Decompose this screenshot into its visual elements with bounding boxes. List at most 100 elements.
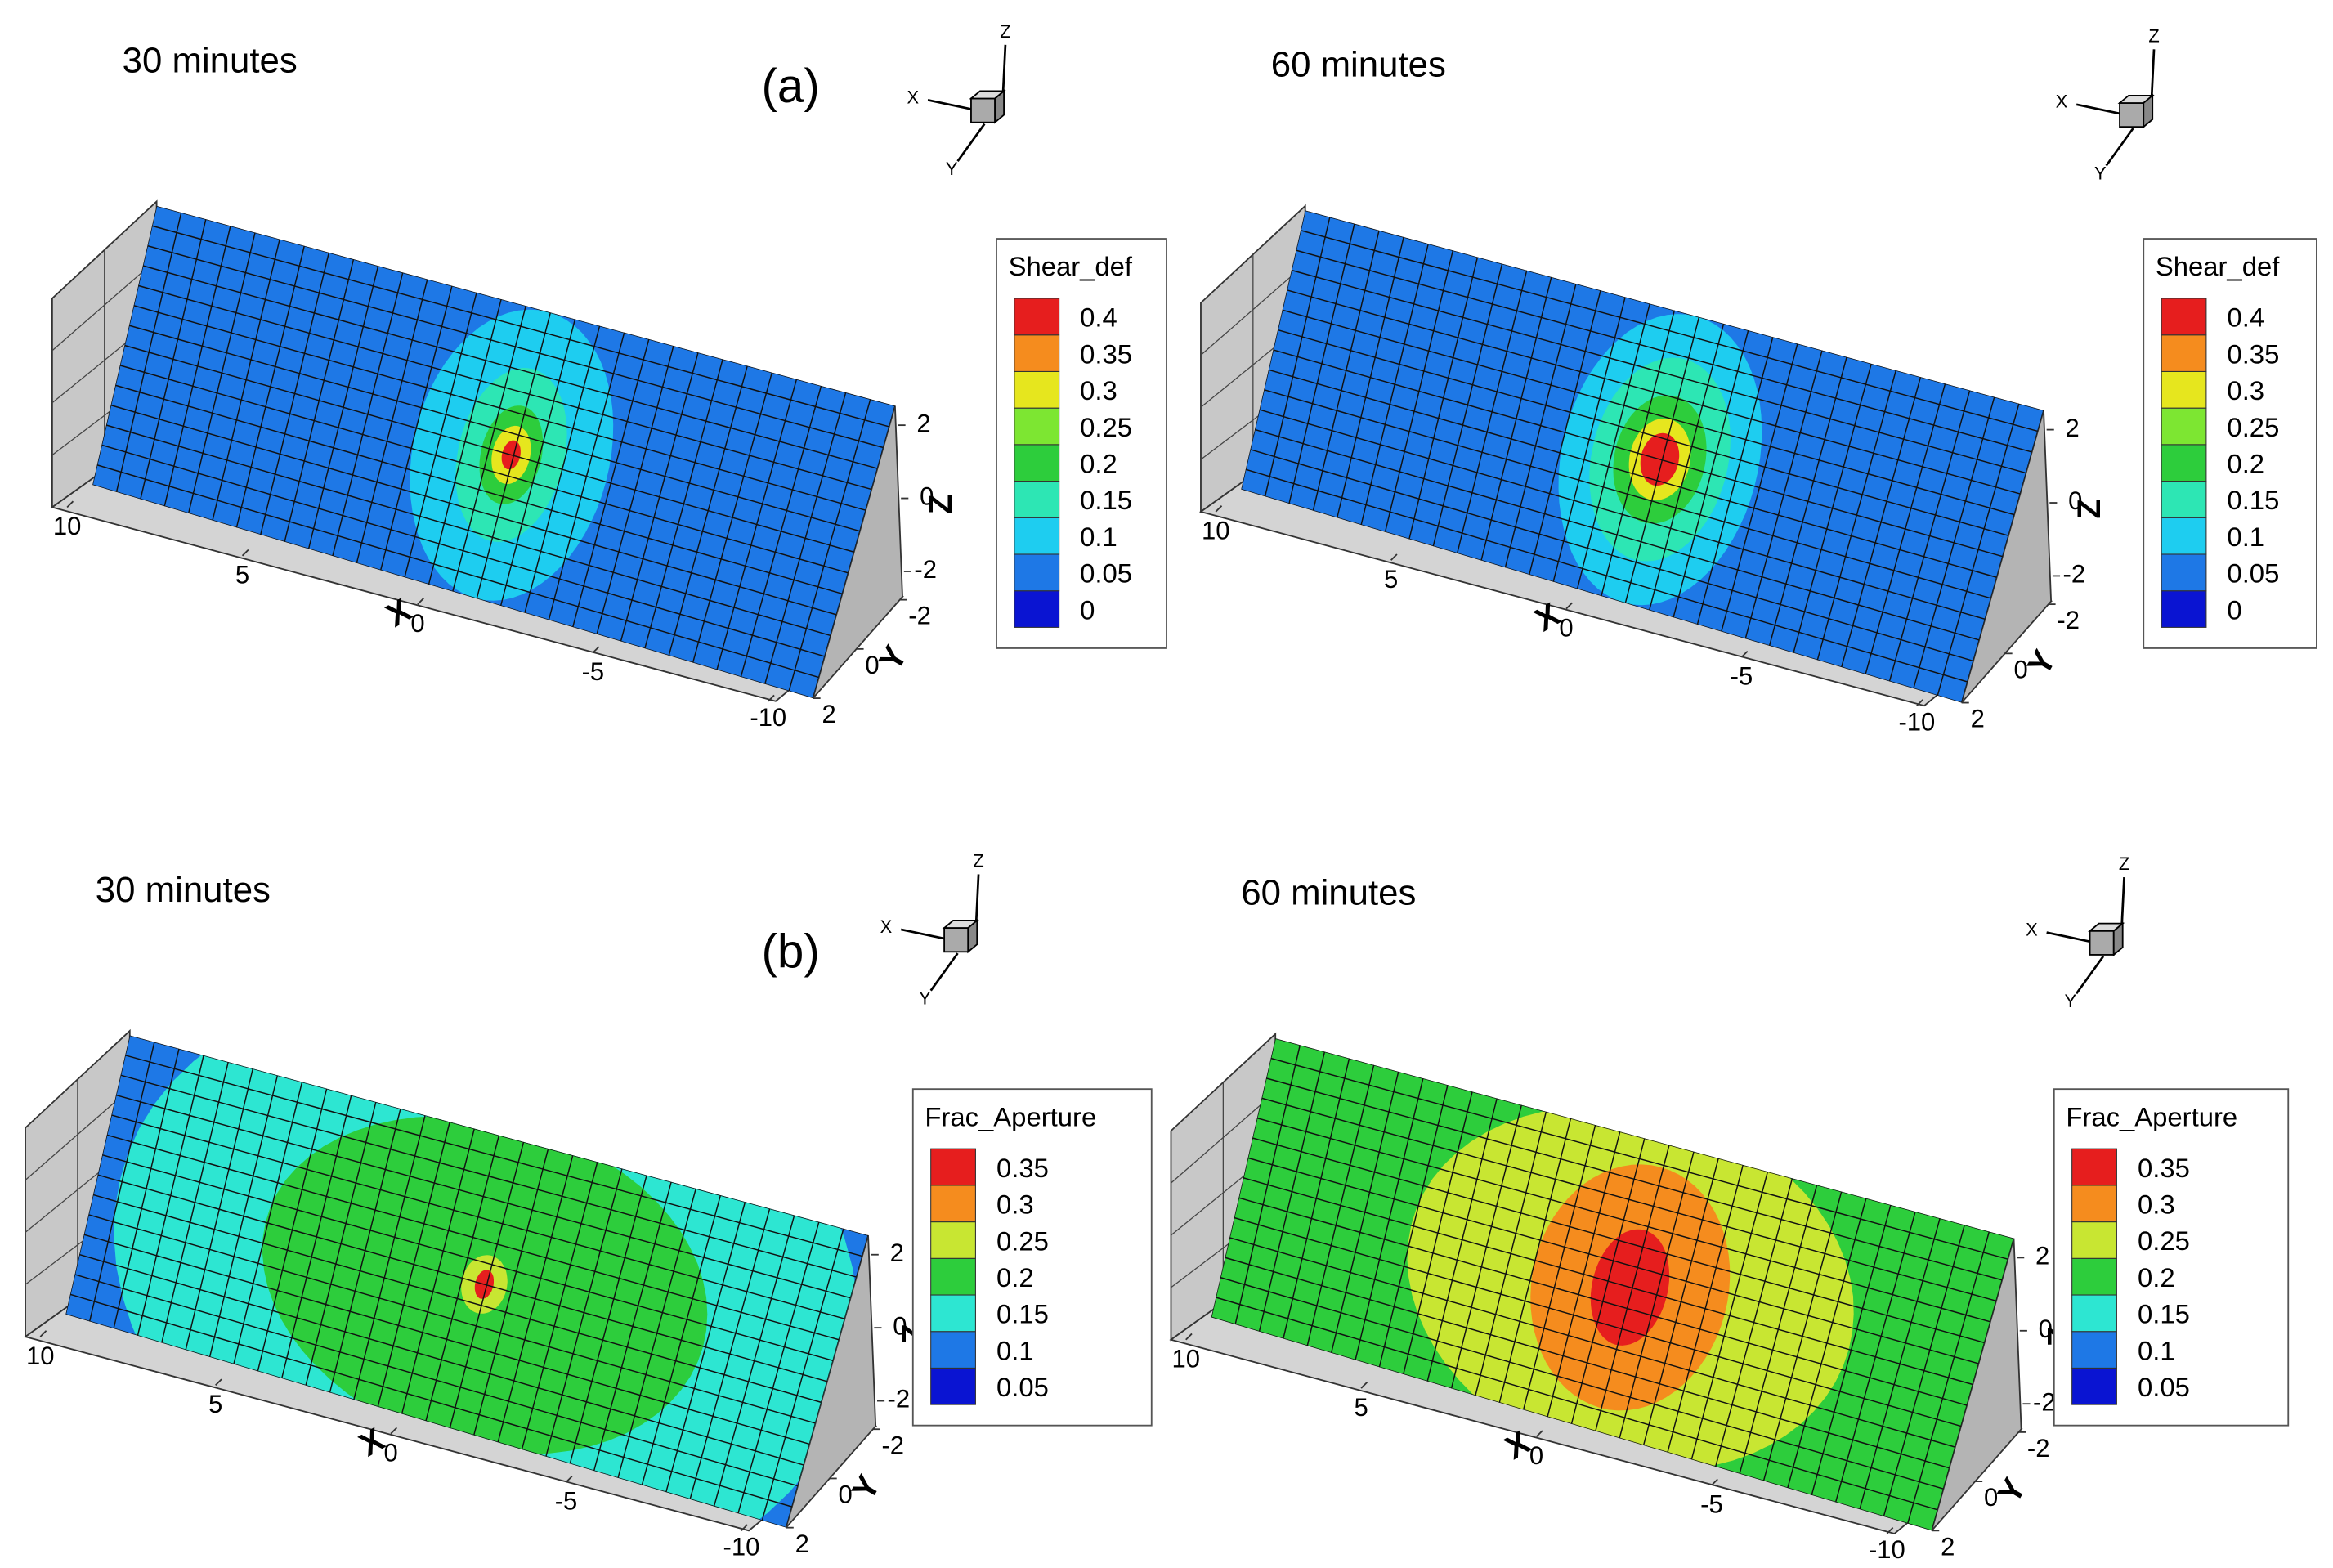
mesh-line <box>1259 409 1986 620</box>
legend-label: 0.35 <box>996 1153 1049 1183</box>
legend-label: 0.35 <box>1080 338 1132 369</box>
y-tick-label: 2 <box>1971 705 1985 733</box>
triad-cube <box>970 97 996 123</box>
mesh-line <box>119 365 849 574</box>
legend-label: 0.35 <box>2227 338 2279 369</box>
legend-label: 0.05 <box>1080 558 1132 589</box>
legend-swatch <box>1014 590 1060 628</box>
mesh-line <box>1250 449 1974 662</box>
triad-label: X <box>880 916 893 937</box>
legend-swatch <box>930 1185 976 1223</box>
mesh-line <box>92 1194 822 1404</box>
box-wall <box>1931 1238 2022 1531</box>
triad-label: Y <box>919 988 931 1008</box>
z-tick-label: 2 <box>916 409 930 437</box>
legend-swatch <box>1014 517 1060 555</box>
mesh-line <box>133 305 866 511</box>
legend-label: 0.15 <box>1080 485 1132 515</box>
legend-label: 0.15 <box>2227 485 2279 515</box>
mesh-line <box>1220 1276 1944 1490</box>
x-tick <box>592 646 600 654</box>
y-tick-label: -2 <box>2027 1434 2050 1463</box>
mesh-line <box>101 444 826 657</box>
triad-axis <box>2105 128 2134 167</box>
z-tick-label: 2 <box>2066 414 2080 442</box>
panel-title: 60 minutes <box>1271 45 1446 85</box>
legend-label: 0.15 <box>996 1299 1049 1329</box>
x-tick-label: -10 <box>750 703 786 732</box>
legend-swatch <box>2161 590 2207 628</box>
x-tick-label: -5 <box>582 657 605 686</box>
legend-label: 0.4 <box>2227 302 2264 333</box>
mesh-line <box>137 284 872 491</box>
legend-swatch <box>930 1367 976 1405</box>
mesh-line <box>1252 1137 1985 1344</box>
z-tick-label: -2 <box>2063 560 2086 589</box>
mesh-line <box>106 1134 840 1341</box>
x-tick <box>66 500 74 508</box>
legend-label: 0.2 <box>1080 449 1117 479</box>
mesh-line <box>1234 1216 1962 1427</box>
mesh-line <box>1277 329 2009 536</box>
legend-swatch <box>2161 444 2207 482</box>
legend-label: 0.15 <box>2138 1299 2190 1329</box>
x-tick-label: 5 <box>1384 565 1398 594</box>
y-tick-label: 2 <box>795 1530 809 1558</box>
legend-swatch <box>2071 1367 2117 1405</box>
mesh-line <box>101 1154 834 1361</box>
x-tick <box>39 1330 47 1337</box>
triad-cube <box>943 927 969 953</box>
legend-swatch <box>930 1221 976 1259</box>
surface <box>1211 1038 2014 1531</box>
y-tick-label: -2 <box>881 1431 904 1459</box>
legend-swatch <box>2161 481 2207 518</box>
legend-title: Frac_Aperture <box>925 1101 1096 1131</box>
legend-swatch <box>930 1148 976 1186</box>
x-tick-label: 10 <box>1171 1344 1200 1373</box>
panel-title: 60 minutes <box>1241 873 1416 913</box>
x-tick-label: 10 <box>1202 517 1230 545</box>
triad-label: Z <box>2148 25 2159 46</box>
mesh-line <box>1243 1177 1973 1386</box>
x-tick-label: -10 <box>1898 707 1935 736</box>
mesh-line <box>151 225 889 428</box>
x-tick-label: 5 <box>235 561 249 589</box>
triad-axis <box>929 952 959 992</box>
mesh-line <box>1264 389 1991 599</box>
x-tick <box>1916 699 1923 706</box>
mesh-line <box>111 1114 845 1319</box>
y-tick-label: 2 <box>822 700 835 728</box>
legend-label: 0 <box>2227 594 2241 625</box>
mesh-line <box>1265 1077 2003 1281</box>
triad-cube <box>2119 102 2145 128</box>
y-tick-label: 0 <box>865 651 879 679</box>
mesh-line <box>1245 468 1968 683</box>
legend-label: 0.2 <box>2227 449 2264 479</box>
mesh-line <box>142 265 878 469</box>
mesh-line <box>1291 269 2026 474</box>
panel-title: 30 minutes <box>123 40 298 80</box>
x-tick <box>417 598 424 605</box>
x-tick-label: -10 <box>1869 1535 1905 1564</box>
legend-label: 0.25 <box>1080 412 1132 442</box>
mesh-line <box>128 325 861 532</box>
legend-swatch <box>1014 370 1060 409</box>
triad-label: Y <box>2094 163 2107 183</box>
mesh-line <box>115 1094 851 1299</box>
y-tick-label: -2 <box>908 602 931 630</box>
triad-cube <box>2143 93 2154 129</box>
mesh-line <box>114 384 843 595</box>
surface <box>92 205 895 699</box>
legend-swatch <box>2071 1294 2117 1333</box>
legend-swatch <box>2161 298 2207 336</box>
x-tick <box>1360 1382 1368 1389</box>
mesh-line <box>1296 249 2032 453</box>
triad-label: Z <box>1000 21 1010 42</box>
triad-cube <box>2112 921 2124 956</box>
mesh-line <box>1216 1297 1938 1511</box>
legend-label: 0.35 <box>2138 1153 2190 1183</box>
legend-label: 0.25 <box>2227 412 2279 442</box>
mesh-line <box>124 344 854 553</box>
legend-swatch <box>2161 334 2207 372</box>
